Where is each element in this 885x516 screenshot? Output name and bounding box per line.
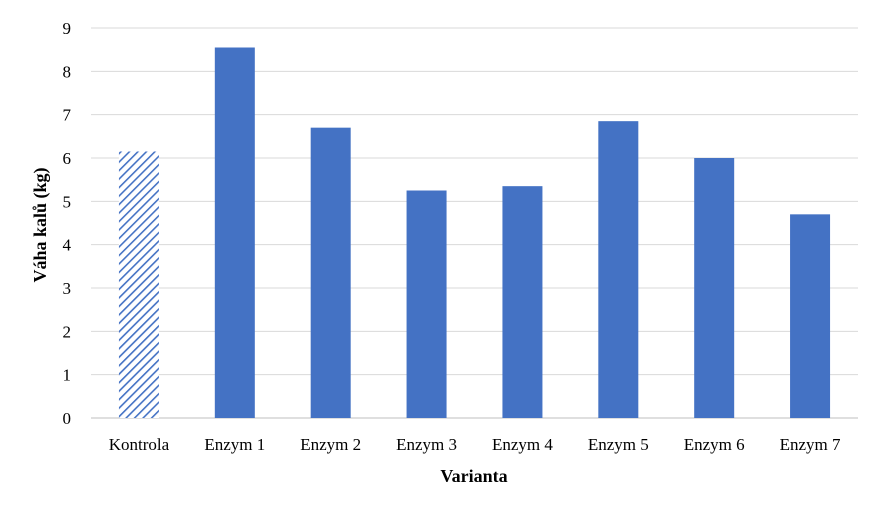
- y-tick-label: 4: [63, 236, 72, 255]
- y-tick-label: 1: [63, 366, 72, 385]
- bar-enzym-7: [790, 214, 831, 418]
- y-tick-label: 5: [63, 192, 72, 211]
- bar-kontrola: [118, 151, 159, 418]
- y-tick-label: 9: [63, 19, 72, 38]
- x-tick-label: Enzym 5: [588, 435, 649, 454]
- bar-enzym-3: [406, 190, 447, 418]
- y-tick-label: 0: [63, 409, 72, 428]
- bar-enzym-2: [310, 127, 351, 419]
- y-tick-label: 2: [63, 322, 72, 341]
- y-tick-label: 6: [63, 149, 72, 168]
- y-axis-title: Váha kalů (kg): [30, 167, 51, 282]
- x-tick-label: Enzym 3: [396, 435, 457, 454]
- x-tick-label: Enzym 2: [300, 435, 361, 454]
- y-tick-label: 3: [63, 279, 72, 298]
- y-tick-labels: 0 1 2 3 4 5 6 7 8 9: [63, 19, 72, 428]
- x-tick-label: Kontrola: [109, 435, 170, 454]
- x-tick-labels: Kontrola Enzym 1 Enzym 2 Enzym 3 Enzym 4 Enzy…: [109, 435, 841, 454]
- x-tick-label: Enzym 6: [684, 435, 745, 454]
- x-tick-label: Enzym 7: [780, 435, 841, 454]
- bar-enzym-5: [598, 121, 639, 419]
- bars: [118, 47, 831, 419]
- y-tick-label: 7: [63, 106, 72, 125]
- x-tick-label: Enzym 1: [204, 435, 265, 454]
- x-axis-title: Varianta: [440, 466, 507, 486]
- bar-enzym-6: [694, 158, 735, 418]
- bar-enzym-4: [502, 186, 543, 418]
- gridlines: [91, 27, 858, 419]
- bar-enzym-1: [214, 47, 255, 418]
- y-tick-label: 8: [63, 62, 72, 81]
- x-tick-label: Enzym 4: [492, 435, 553, 454]
